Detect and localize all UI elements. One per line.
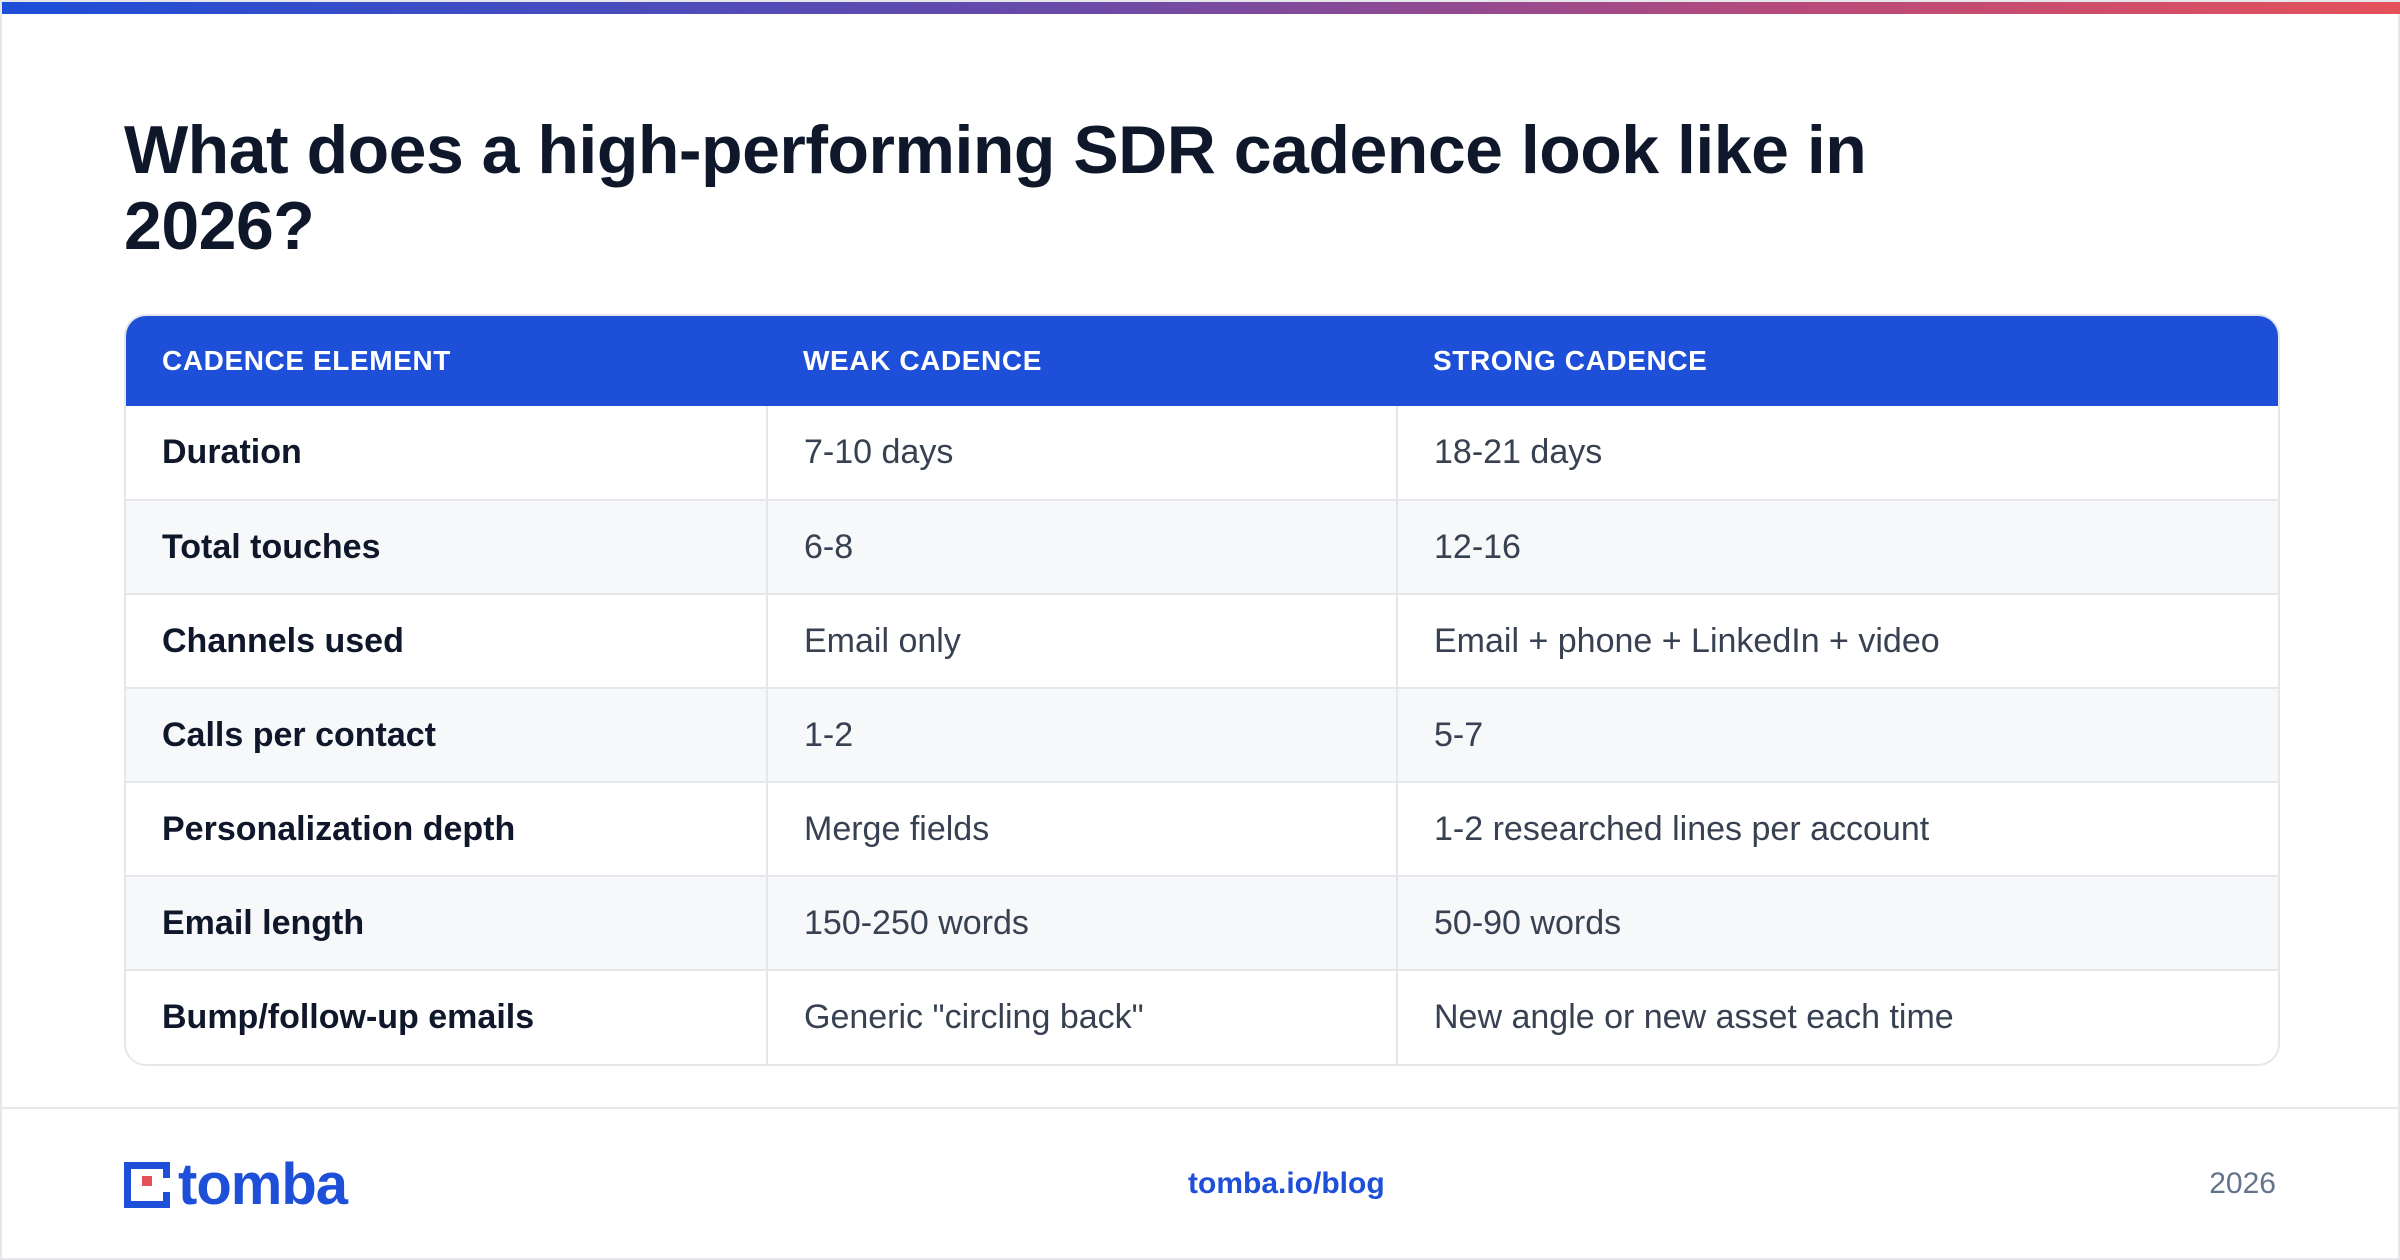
header-cadence-element: CADENCE ELEMENT <box>162 345 452 376</box>
blog-link[interactable]: tomba.io/blog <box>1188 1167 1385 1200</box>
weak-value: 6-8 <box>766 499 1397 594</box>
table-row: Email length 150-250 words 50-90 words <box>126 875 2278 970</box>
table-row: Bump/follow-up emails Generic "circling … <box>126 969 2278 1064</box>
strong-value: 50-90 words <box>1396 875 2278 970</box>
gradient-top-bar <box>2 2 2400 14</box>
strong-value: Email + phone + LinkedIn + video <box>1396 593 2278 688</box>
tomba-logo[interactable]: tomba <box>124 1152 348 1217</box>
table-row: Calls per contact 1-2 5-7 <box>126 687 2278 782</box>
strong-value: 12-16 <box>1396 499 2278 594</box>
row-label: Personalization depth <box>126 781 767 876</box>
strong-value: New angle or new asset each time <box>1396 969 2278 1064</box>
logo-wordmark: tomba <box>178 1152 348 1217</box>
footer-year: 2026 <box>2209 1167 2276 1200</box>
table-header-row: CADENCE ELEMENT WEAK CADENCE STRONG CADE… <box>126 316 2278 406</box>
footer-divider <box>2 1107 2400 1109</box>
row-label: Duration <box>162 433 302 471</box>
strong-value: 1-2 researched lines per account <box>1396 781 2278 876</box>
weak-value: 150-250 words <box>766 875 1397 970</box>
weak-value: 1-2 <box>766 687 1397 782</box>
weak-value: Email only <box>766 593 1397 688</box>
tomba-logo-icon <box>124 1162 170 1208</box>
row-label: Bump/follow-up emails <box>126 969 767 1064</box>
header-strong-cadence: STRONG CADENCE <box>1433 345 1708 376</box>
cadence-comparison-table: CADENCE ELEMENT WEAK CADENCE STRONG CADE… <box>124 314 2280 1066</box>
row-label: Email length <box>126 875 767 970</box>
page-title: What does a high-performing SDR cadence … <box>124 112 1867 264</box>
weak-value: Generic "circling back" <box>766 969 1397 1064</box>
weak-value: Merge fields <box>766 781 1397 876</box>
strong-value: 18-21 days <box>1396 406 2278 500</box>
strong-value: 5-7 <box>1396 687 2278 782</box>
row-label: Calls per contact <box>126 687 767 782</box>
table-row: Channels used Email only Email + phone +… <box>126 593 2278 688</box>
table-row: Personalization depth Merge fields 1-2 r… <box>126 781 2278 876</box>
row-label: Channels used <box>126 593 767 688</box>
header-weak-cadence: WEAK CADENCE <box>803 345 1042 376</box>
table-row: Duration 7-10 days 18-21 days <box>126 406 2278 500</box>
weak-value: 7-10 days <box>766 406 1397 500</box>
table-row: Total touches 6-8 12-16 <box>126 499 2278 594</box>
row-label: Total touches <box>126 499 767 594</box>
